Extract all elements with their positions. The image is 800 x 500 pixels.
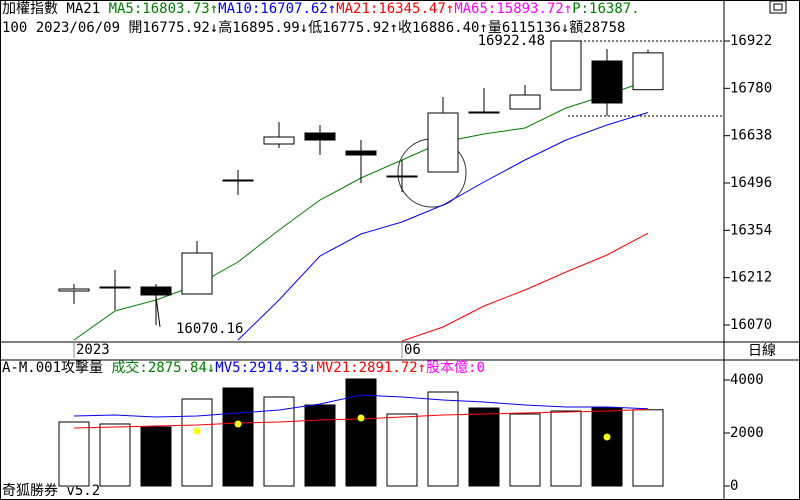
volume-dot — [193, 427, 201, 435]
y-tick-label: 16638 — [730, 128, 772, 144]
header-segment: MA5:16803.73↑ — [109, 1, 219, 17]
header-segment: MA21:16345.47↑ — [336, 1, 454, 17]
y-tick-label: 16780 — [730, 80, 772, 96]
volume-bar — [99, 423, 131, 487]
volume-header: A-M.001攻擊量 成交:2875.84↓MV5:2914.33↓MV21:2… — [2, 359, 485, 376]
ma-line — [401, 232, 649, 342]
header-segment: MV5:2914.33↓ — [215, 360, 316, 376]
header-segment: 股本億:0 — [426, 360, 485, 376]
candle-body — [591, 60, 623, 104]
window-icon-inner — [773, 3, 783, 11]
x-tick-label: 2023 — [76, 342, 110, 358]
quote-line: 100 2023/06/09 開16775.92↓高16895.99↓低1677… — [2, 19, 625, 36]
y-tick-label: 16070 — [730, 317, 772, 333]
x-tick-label: 06 — [404, 342, 421, 358]
candle-body — [181, 252, 213, 295]
candle-body — [632, 52, 664, 91]
indicator-header: 加權指數 MA21 MA5:16803.73↑MA10:16707.62↑MA2… — [2, 1, 640, 17]
header-segment: MA10:16707.62↑ — [218, 1, 336, 17]
y-tick-label: 4000 — [730, 372, 764, 388]
volume-bar — [386, 413, 418, 487]
header-segment: 加權指數 MA21 — [2, 1, 109, 17]
window-icon[interactable] — [769, 0, 787, 14]
header-segment: A-M.001攻擊量 — [2, 359, 111, 376]
volume-ma-line — [73, 394, 649, 418]
period-label: 日線 — [748, 343, 776, 359]
volume-bar — [304, 404, 336, 487]
volume-bar — [632, 409, 664, 487]
volume-bar — [509, 413, 541, 487]
volume-bar — [181, 398, 213, 487]
candle-body — [140, 286, 172, 296]
volume-bar — [468, 407, 500, 487]
volume-bar — [591, 407, 623, 487]
candle-body — [386, 175, 418, 178]
volume-bar — [222, 387, 254, 487]
volume-bar — [140, 426, 172, 487]
low-leader — [155, 296, 161, 328]
ma-line — [237, 111, 649, 341]
volume-dot — [603, 433, 611, 441]
candle-body — [345, 150, 377, 156]
volume-bar — [550, 410, 582, 487]
candle-body — [222, 179, 254, 182]
volume-dot — [234, 420, 242, 428]
y-tick-label: 0 — [730, 478, 738, 494]
header-segment: P:16387. — [572, 1, 639, 17]
candle-body — [58, 288, 90, 292]
header-segment: MV21:2891.72↑ — [316, 360, 426, 376]
header-segment: 成交:2875.84↓ — [111, 359, 215, 376]
candle-body — [468, 111, 500, 114]
candle-body — [509, 94, 541, 110]
y-tick-label: 2000 — [730, 425, 764, 441]
y-tick-label: 16922 — [730, 33, 772, 49]
candle-body — [263, 136, 295, 145]
candle-body — [550, 40, 582, 91]
high-label: 16922.48 — [478, 33, 545, 49]
candle-body — [99, 286, 131, 289]
volume-bar — [58, 421, 90, 487]
candle-body — [427, 112, 459, 173]
volume-bar — [263, 396, 295, 487]
volume-dot — [357, 414, 365, 422]
y-tick-label: 16354 — [730, 222, 772, 238]
volume-bar — [427, 391, 459, 487]
low-label: 16070.16 — [176, 321, 243, 337]
y-tick-label: 16496 — [730, 175, 772, 191]
candle-body — [304, 132, 336, 141]
y-tick-label: 16212 — [730, 270, 772, 286]
header-segment: MA65:15893.72↑ — [454, 1, 572, 17]
